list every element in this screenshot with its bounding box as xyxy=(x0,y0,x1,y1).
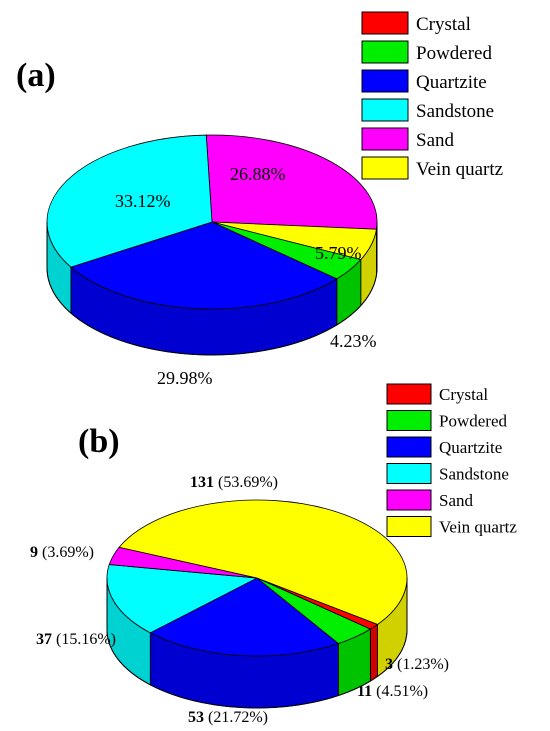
legend-label-quartzite: Quartzite xyxy=(439,438,502,457)
value-label-powdered: 4.23% xyxy=(330,331,377,351)
pie-rim-outline xyxy=(46,222,378,356)
legend-swatch-sandstone xyxy=(386,463,432,484)
legend-swatch-crystal xyxy=(361,11,409,35)
value-label-sandstone: 37 (15.16%) xyxy=(36,631,116,648)
legend-label-vein-quartz: Vein quartz xyxy=(439,518,517,537)
legend-swatch-sand xyxy=(386,489,432,511)
pie-chart-a: (a) Crystal Powdered Quartzite Sandstone San… xyxy=(16,11,503,388)
legend-swatch-crystal xyxy=(386,383,432,405)
legend-label-powdered: Powdered xyxy=(439,412,507,431)
slices-a xyxy=(46,134,378,356)
legend-label-sandstone: Sandstone xyxy=(416,101,494,122)
legend-a: Crystal Powdered Quartzite Sandstone Sand Vei… xyxy=(361,11,503,180)
legend-swatch-sandstone xyxy=(361,98,409,122)
legend-swatch-quartzite xyxy=(361,69,409,93)
legend-label-sand: Sand xyxy=(439,491,474,510)
value-label-sand: 26.88% xyxy=(230,164,286,184)
value-label-sand: 9 (3.69%) xyxy=(30,544,94,561)
legend-label-crystal: Crystal xyxy=(416,14,471,35)
legend-swatch-vein-quartz xyxy=(386,516,432,537)
legend-swatch-vein-quartz xyxy=(361,156,409,180)
panel-label-a: (a) xyxy=(16,57,56,94)
legend-label-sandstone: Sandstone xyxy=(439,465,509,484)
value-label-quartzite: 29.98% xyxy=(157,368,213,388)
legend-label-sand: Sand xyxy=(416,130,455,151)
legend-b: Crystal Powdered Quartzite Sandstone Sand Vei… xyxy=(386,383,517,537)
value-labels-b: 3 (1.23%) 11 (4.51%) 53 (21.72%) 37 (15.16%… xyxy=(30,474,449,726)
pie-slice-quartzite xyxy=(70,221,338,310)
value-label-crystal: 3 (1.23%) xyxy=(385,656,449,673)
legend-swatch-powdered xyxy=(386,410,432,431)
legend-swatch-powdered xyxy=(361,40,409,64)
legend-label-vein-quartz: Vein quartz xyxy=(416,159,503,180)
legend-label-powdered: Powdered xyxy=(416,43,492,64)
value-label-vein-quartz: 5.79% xyxy=(315,243,362,263)
value-label-powdered: 11 (4.51%) xyxy=(357,683,428,700)
value-label-quartzite: 53 (21.72%) xyxy=(188,709,268,726)
pie-slice-sandstone xyxy=(106,564,259,634)
pie-side-crystal xyxy=(369,623,378,682)
panel-label-b: (b) xyxy=(78,423,120,460)
pie-slice-vein-quartz xyxy=(118,499,408,625)
value-label-vein-quartz: 131 (53.69%) xyxy=(190,474,278,491)
legend-label-quartzite: Quartzite xyxy=(416,72,487,93)
slices-b xyxy=(106,499,408,709)
value-labels-a: 4.23% 29.98% 33.12% 26.88% 5.79% xyxy=(115,164,377,388)
pie-rim-outline xyxy=(106,578,408,709)
legend-swatch-quartzite xyxy=(386,436,432,458)
pie-chart-b: (b) Crystal Powdered Quartzite Sandstone San… xyxy=(30,383,517,726)
pie-slice-sandstone xyxy=(46,134,213,268)
pie-slice-sand xyxy=(205,134,378,230)
pie-slice-quartzite xyxy=(149,577,340,657)
legend-swatch-sand xyxy=(361,127,409,151)
value-label-sandstone: 33.12% xyxy=(115,191,171,211)
legend-label-crystal: Crystal xyxy=(439,385,488,404)
